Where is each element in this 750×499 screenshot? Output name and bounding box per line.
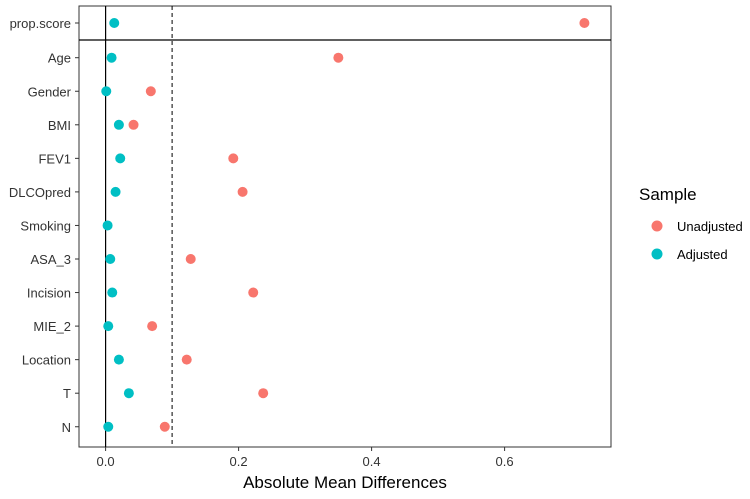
data-points <box>101 18 590 432</box>
y-axis: prop.score Age Gender BMI FEV1 DLCOpred Smokin… <box>9 16 79 435</box>
y-tick-label: T <box>63 386 71 401</box>
y-tick-label: Age <box>48 51 71 66</box>
x-tick-label: 0.4 <box>363 454 381 469</box>
point-adjusted <box>103 321 114 332</box>
point-unadjusted <box>258 388 269 399</box>
y-tick-label: Incision <box>27 286 71 301</box>
point-unadjusted <box>159 421 170 432</box>
y-tick-label: prop.score <box>10 16 71 31</box>
y-tick-label: FEV1 <box>38 151 71 166</box>
point-adjusted <box>107 287 118 298</box>
x-axis: Absolute Mean Differences 0.0 0.2 0.4 0.6 <box>97 447 514 492</box>
point-unadjusted <box>185 254 196 264</box>
y-tick-label: BMI <box>48 118 71 133</box>
x-tick-label: 0.6 <box>496 454 514 469</box>
panel-border <box>78 5 612 448</box>
y-tick-label: N <box>62 420 71 435</box>
legend-title: Sample <box>639 185 697 204</box>
y-tick-label: Smoking <box>20 218 71 233</box>
legend: Sample Unadjusted Adjusted <box>639 185 743 262</box>
x-tick-label: 0.0 <box>97 454 115 469</box>
y-tick-label: Gender <box>28 84 72 99</box>
x-axis-title: Absolute Mean Differences <box>243 473 447 492</box>
y-tick-label: MIE_2 <box>33 319 71 334</box>
point-adjusted <box>103 421 114 432</box>
point-adjusted <box>106 52 117 63</box>
point-unadjusted <box>333 52 344 63</box>
y-tick-label: DLCOpred <box>9 185 71 200</box>
point-adjusted <box>105 254 116 264</box>
x-tick-label: 0.2 <box>230 454 248 469</box>
point-unadjusted <box>128 119 139 130</box>
point-adjusted <box>115 153 126 164</box>
legend-key-unadjusted <box>651 220 663 232</box>
point-adjusted <box>113 119 124 130</box>
y-tick-label: ASA_3 <box>31 252 71 267</box>
point-unadjusted <box>145 86 156 97</box>
point-unadjusted <box>248 287 259 298</box>
point-unadjusted <box>147 321 158 332</box>
plot-panel <box>78 5 612 448</box>
point-adjusted <box>113 354 124 365</box>
point-unadjusted <box>228 153 239 164</box>
point-adjusted <box>123 388 134 399</box>
legend-key-adjusted <box>651 248 663 260</box>
point-unadjusted <box>579 18 590 28</box>
point-adjusted <box>101 86 112 97</box>
point-unadjusted <box>237 186 248 197</box>
point-adjusted <box>102 220 113 231</box>
y-tick-label: Location <box>22 353 71 368</box>
point-adjusted <box>109 18 120 28</box>
legend-label: Unadjusted <box>677 219 743 234</box>
legend-label: Adjusted <box>677 247 728 262</box>
point-unadjusted <box>181 354 192 365</box>
point-adjusted <box>110 186 121 197</box>
